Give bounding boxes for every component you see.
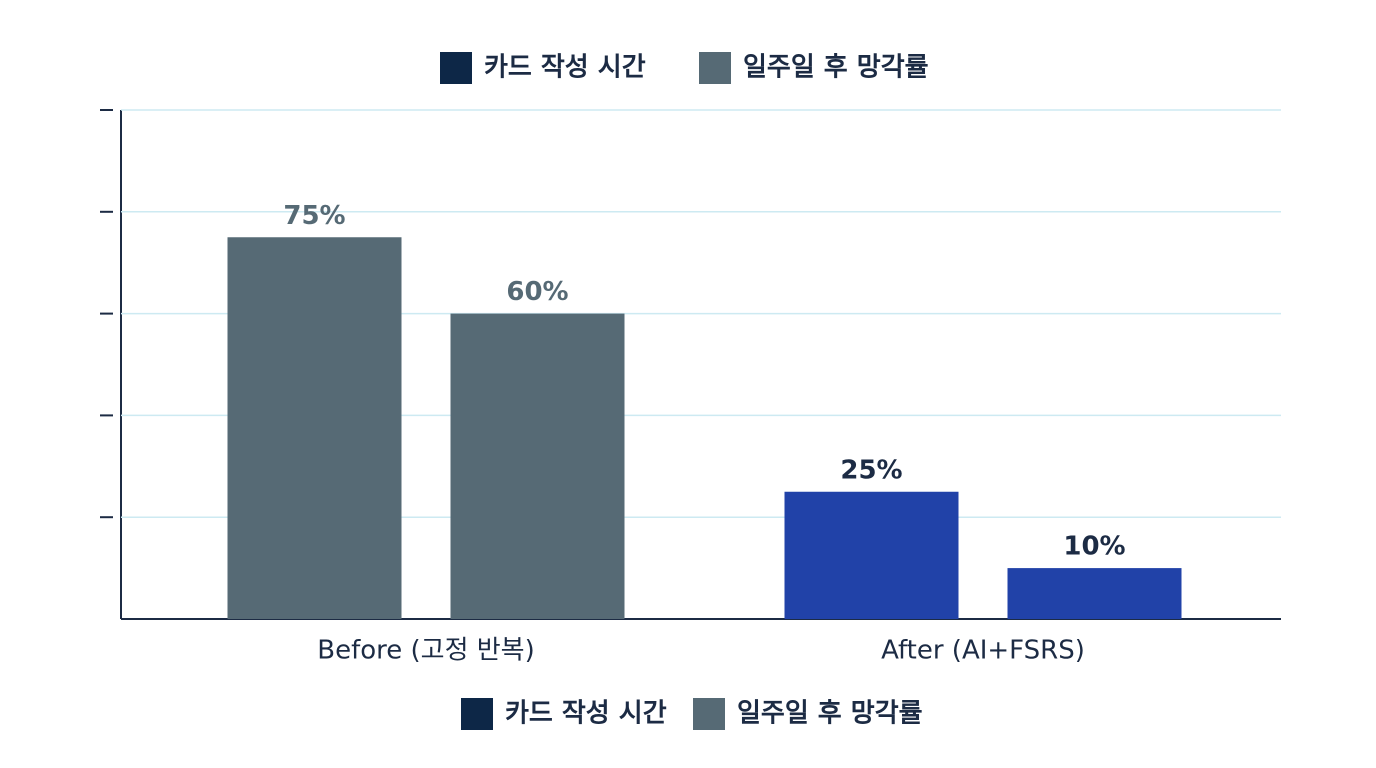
- legend-label: 카드 작성 시간: [505, 699, 667, 729]
- legend-label: 일주일 후 망각률: [743, 53, 929, 83]
- legend-swatch: [461, 698, 493, 730]
- bar: [227, 237, 402, 619]
- bar: [1007, 568, 1182, 619]
- bar: [784, 491, 959, 619]
- bar: [450, 313, 625, 619]
- value-label: 75%: [283, 201, 345, 231]
- value-label: 25%: [840, 455, 902, 485]
- x-tick-label: After (AI+FSRS): [881, 636, 1085, 666]
- legend-label: 카드 작성 시간: [484, 53, 646, 83]
- x-tick-label: Before (고정 반복): [317, 636, 535, 666]
- legend-swatch: [699, 52, 731, 84]
- legend-swatch: [440, 52, 472, 84]
- legend-swatch: [693, 698, 725, 730]
- value-label: 60%: [506, 277, 568, 307]
- value-label: 10%: [1063, 532, 1125, 562]
- legend-label: 일주일 후 망각률: [737, 699, 923, 729]
